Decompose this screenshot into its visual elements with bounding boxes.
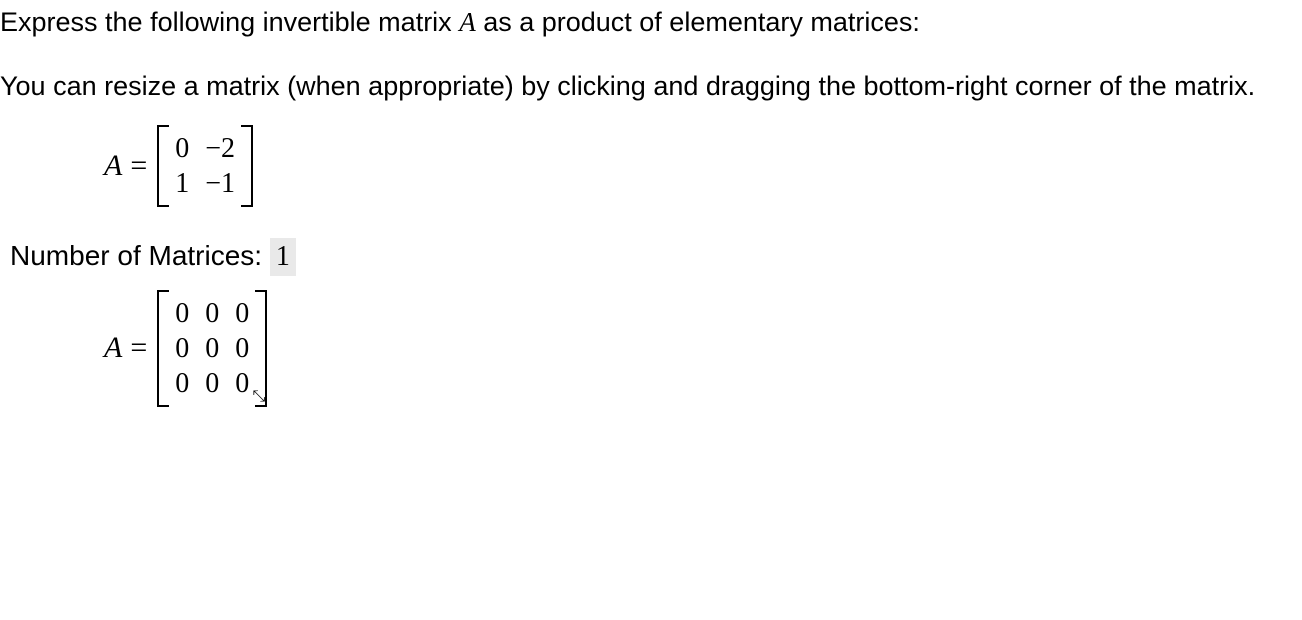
matrix-cell-input[interactable]: 0 [227, 296, 257, 331]
number-of-matrices-input[interactable]: 1 [270, 238, 296, 276]
prompt-line-1: Express the following invertible matrix … [0, 4, 1302, 40]
prompt-var-A: A [459, 7, 476, 37]
matrix-cell-input[interactable]: 0 [197, 296, 227, 331]
resize-handle-icon[interactable]: ⤡ [252, 389, 265, 405]
equals-sign-1: = [130, 146, 147, 187]
prompt-line-1-pre: Express the following invertible matrix [0, 7, 459, 37]
prompt-line-1-post: as a product of elementary matrices: [476, 7, 920, 37]
matrix-cell: −2 [197, 131, 243, 166]
table-row: 1 −1 [167, 166, 243, 201]
matrix-cell: −1 [197, 166, 243, 201]
matrix-cell: 1 [167, 166, 197, 201]
matrix-cell-input[interactable]: 0 [227, 331, 257, 366]
answer-matrix-block: A = 0 0 0 0 0 0 0 0 0 ⤡ [104, 290, 1302, 407]
equals-sign-2: = [130, 328, 147, 369]
table-row: 0 0 0 [167, 331, 257, 366]
number-of-matrices-label: Number of Matrices: [10, 240, 270, 271]
given-matrix-block: A = 0 −2 1 −1 [104, 125, 1302, 207]
given-matrix-table: 0 −2 1 −1 [167, 131, 243, 201]
matrix-cell: 0 [167, 131, 197, 166]
given-matrix-label: A [104, 146, 122, 187]
number-of-matrices-line: Number of Matrices: 1 [10, 237, 1302, 276]
answer-matrix-bracket[interactable]: 0 0 0 0 0 0 0 0 0 ⤡ [157, 290, 267, 407]
answer-matrix-label: A [104, 328, 122, 369]
table-row: 0 −2 [167, 131, 243, 166]
matrix-cell-input[interactable]: 0 [167, 296, 197, 331]
matrix-cell-input[interactable]: 0 [167, 366, 197, 401]
table-row: 0 0 0 [167, 366, 257, 401]
prompt-line-2: You can resize a matrix (when appropriat… [0, 68, 1302, 104]
answer-matrix-table[interactable]: 0 0 0 0 0 0 0 0 0 [167, 296, 257, 401]
table-row: 0 0 0 [167, 296, 257, 331]
given-matrix-bracket: 0 −2 1 −1 [157, 125, 253, 207]
matrix-cell-input[interactable]: 0 [167, 331, 197, 366]
matrix-cell-input[interactable]: 0 [197, 331, 227, 366]
matrix-cell-input[interactable]: 0 [197, 366, 227, 401]
